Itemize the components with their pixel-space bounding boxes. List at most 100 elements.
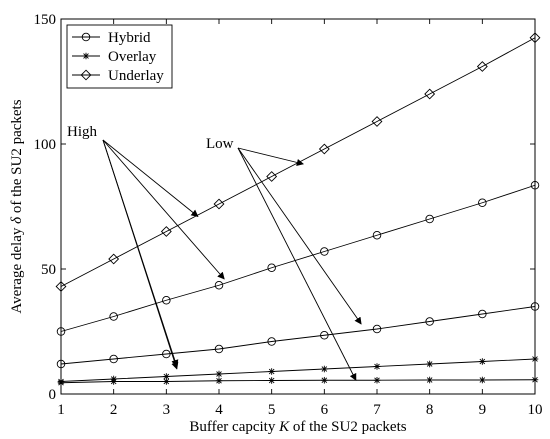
data-point-hybrid-2 bbox=[162, 349, 171, 359]
data-point-hybrid-2 bbox=[372, 324, 382, 334]
legend-marker-overlay bbox=[82, 52, 90, 60]
star-marker-stroke bbox=[216, 377, 222, 384]
star-marker-stroke bbox=[216, 371, 222, 377]
x-tick-label: 5 bbox=[268, 402, 276, 418]
data-point-underlay-1 bbox=[371, 116, 383, 127]
legend-label-underlay: Underlay bbox=[108, 68, 164, 84]
star-marker-stroke bbox=[163, 373, 170, 380]
diamond-marker-shape bbox=[266, 171, 278, 182]
star-marker-stroke bbox=[268, 368, 275, 375]
x-tick-label: 9 bbox=[479, 402, 487, 418]
legend-item-hybrid: Hybrid bbox=[72, 30, 151, 46]
legend-box bbox=[66, 24, 173, 89]
legend-label-overlay: Overlay bbox=[108, 49, 157, 65]
circle-marker-shape bbox=[109, 312, 118, 321]
star-marker-stroke bbox=[163, 378, 170, 385]
data-point-hybrid-1 bbox=[425, 214, 434, 224]
diamond-marker-shape bbox=[424, 88, 436, 100]
annotation-low-arrow bbox=[237, 147, 362, 325]
circle-marker-shape bbox=[478, 198, 487, 207]
circle-marker-shape bbox=[214, 344, 224, 354]
data-point-overlay-2 bbox=[479, 376, 486, 384]
diamond-marker-shape bbox=[160, 226, 172, 237]
diamond-marker-shape bbox=[476, 61, 488, 72]
circle-marker-shape bbox=[162, 296, 171, 305]
circle-marker-shape bbox=[214, 281, 224, 290]
data-point-hybrid-2 bbox=[478, 309, 487, 319]
legend-item-overlay: Overlay bbox=[72, 49, 157, 65]
data-point-hybrid-1 bbox=[214, 281, 224, 290]
circle-marker-shape bbox=[320, 331, 329, 340]
data-point-overlay-1 bbox=[426, 360, 433, 368]
circle-marker-shape bbox=[425, 317, 434, 326]
circle-marker-shape bbox=[478, 309, 487, 319]
series-line-hybrid-1 bbox=[60, 184, 536, 332]
star-marker-stroke bbox=[479, 358, 486, 365]
star-marker-stroke bbox=[83, 53, 89, 59]
circle-marker-shape bbox=[425, 214, 434, 224]
annotation-high-arrow bbox=[102, 139, 225, 280]
diamond-marker-shape bbox=[213, 198, 225, 210]
circle-marker-shape bbox=[267, 337, 276, 346]
data-point-overlay-1 bbox=[373, 363, 381, 370]
data-point-underlay-1 bbox=[424, 88, 436, 100]
data-point-hybrid-2 bbox=[214, 344, 224, 354]
data-point-hybrid-2 bbox=[109, 354, 118, 364]
x-tick-label: 10 bbox=[528, 402, 543, 418]
data-point-hybrid-1 bbox=[109, 312, 118, 321]
data-point-overlay-1 bbox=[479, 358, 486, 365]
x-tick-label: 3 bbox=[163, 402, 171, 418]
data-point-overlay-2 bbox=[373, 376, 381, 384]
data-point-overlay-1 bbox=[268, 368, 275, 375]
x-tick-label: 8 bbox=[426, 402, 434, 418]
legend-item-underlay: Underlay bbox=[72, 68, 164, 84]
y-tick-label: 150 bbox=[34, 12, 57, 28]
diamond-marker-shape bbox=[108, 253, 120, 265]
data-point-underlay-1 bbox=[318, 143, 330, 155]
data-point-hybrid-1 bbox=[267, 263, 276, 273]
x-tick-label: 4 bbox=[215, 402, 223, 418]
data-point-hybrid-1 bbox=[320, 247, 329, 256]
star-marker-stroke bbox=[426, 361, 433, 367]
annotation-high-arrow bbox=[102, 139, 179, 370]
circle-marker-shape bbox=[372, 230, 382, 240]
data-point-hybrid-1 bbox=[372, 230, 382, 240]
data-point-overlay-2 bbox=[110, 378, 117, 385]
circle-marker-shape bbox=[320, 247, 329, 256]
data-point-overlay-2 bbox=[163, 378, 170, 385]
data-point-overlay-2 bbox=[426, 376, 433, 384]
data-point-overlay-1 bbox=[215, 370, 223, 378]
circle-marker-shape bbox=[267, 263, 276, 273]
data-point-hybrid-2 bbox=[425, 317, 434, 326]
x-tick-label: 1 bbox=[57, 402, 65, 418]
circle-marker-shape bbox=[81, 32, 91, 42]
annotation-high-arrow bbox=[102, 139, 199, 217]
x-tick-label: 7 bbox=[373, 402, 381, 418]
x-tick-label: 6 bbox=[321, 402, 329, 418]
data-point-hybrid-1 bbox=[478, 198, 487, 207]
star-marker-stroke bbox=[321, 366, 328, 372]
data-point-underlay-1 bbox=[213, 198, 225, 210]
star-marker-stroke bbox=[374, 377, 380, 384]
annotation-low-arrow bbox=[237, 147, 304, 166]
x-axis-label: Buffer capcity K of the SU2 packets bbox=[189, 419, 406, 435]
data-point-overlay-2 bbox=[215, 377, 223, 385]
annotation-group: High Low bbox=[67, 124, 362, 381]
series-line-overlay-1 bbox=[60, 358, 536, 382]
circle-marker-shape bbox=[372, 324, 382, 334]
series-group bbox=[55, 32, 541, 387]
data-point-hybrid-2 bbox=[267, 337, 276, 346]
star-marker-stroke bbox=[268, 377, 275, 384]
data-point-hybrid-2 bbox=[320, 331, 329, 340]
data-point-underlay-1 bbox=[476, 61, 488, 72]
annotation-low-arrow bbox=[237, 147, 357, 381]
legend: Hybrid Overlay Underlay bbox=[66, 24, 173, 89]
diamond-marker-shape bbox=[80, 69, 92, 81]
data-point-overlay-2 bbox=[268, 377, 275, 384]
star-marker-stroke bbox=[110, 378, 117, 385]
legend-marker-underlay bbox=[80, 69, 92, 81]
series-line-hybrid-2 bbox=[60, 306, 536, 365]
